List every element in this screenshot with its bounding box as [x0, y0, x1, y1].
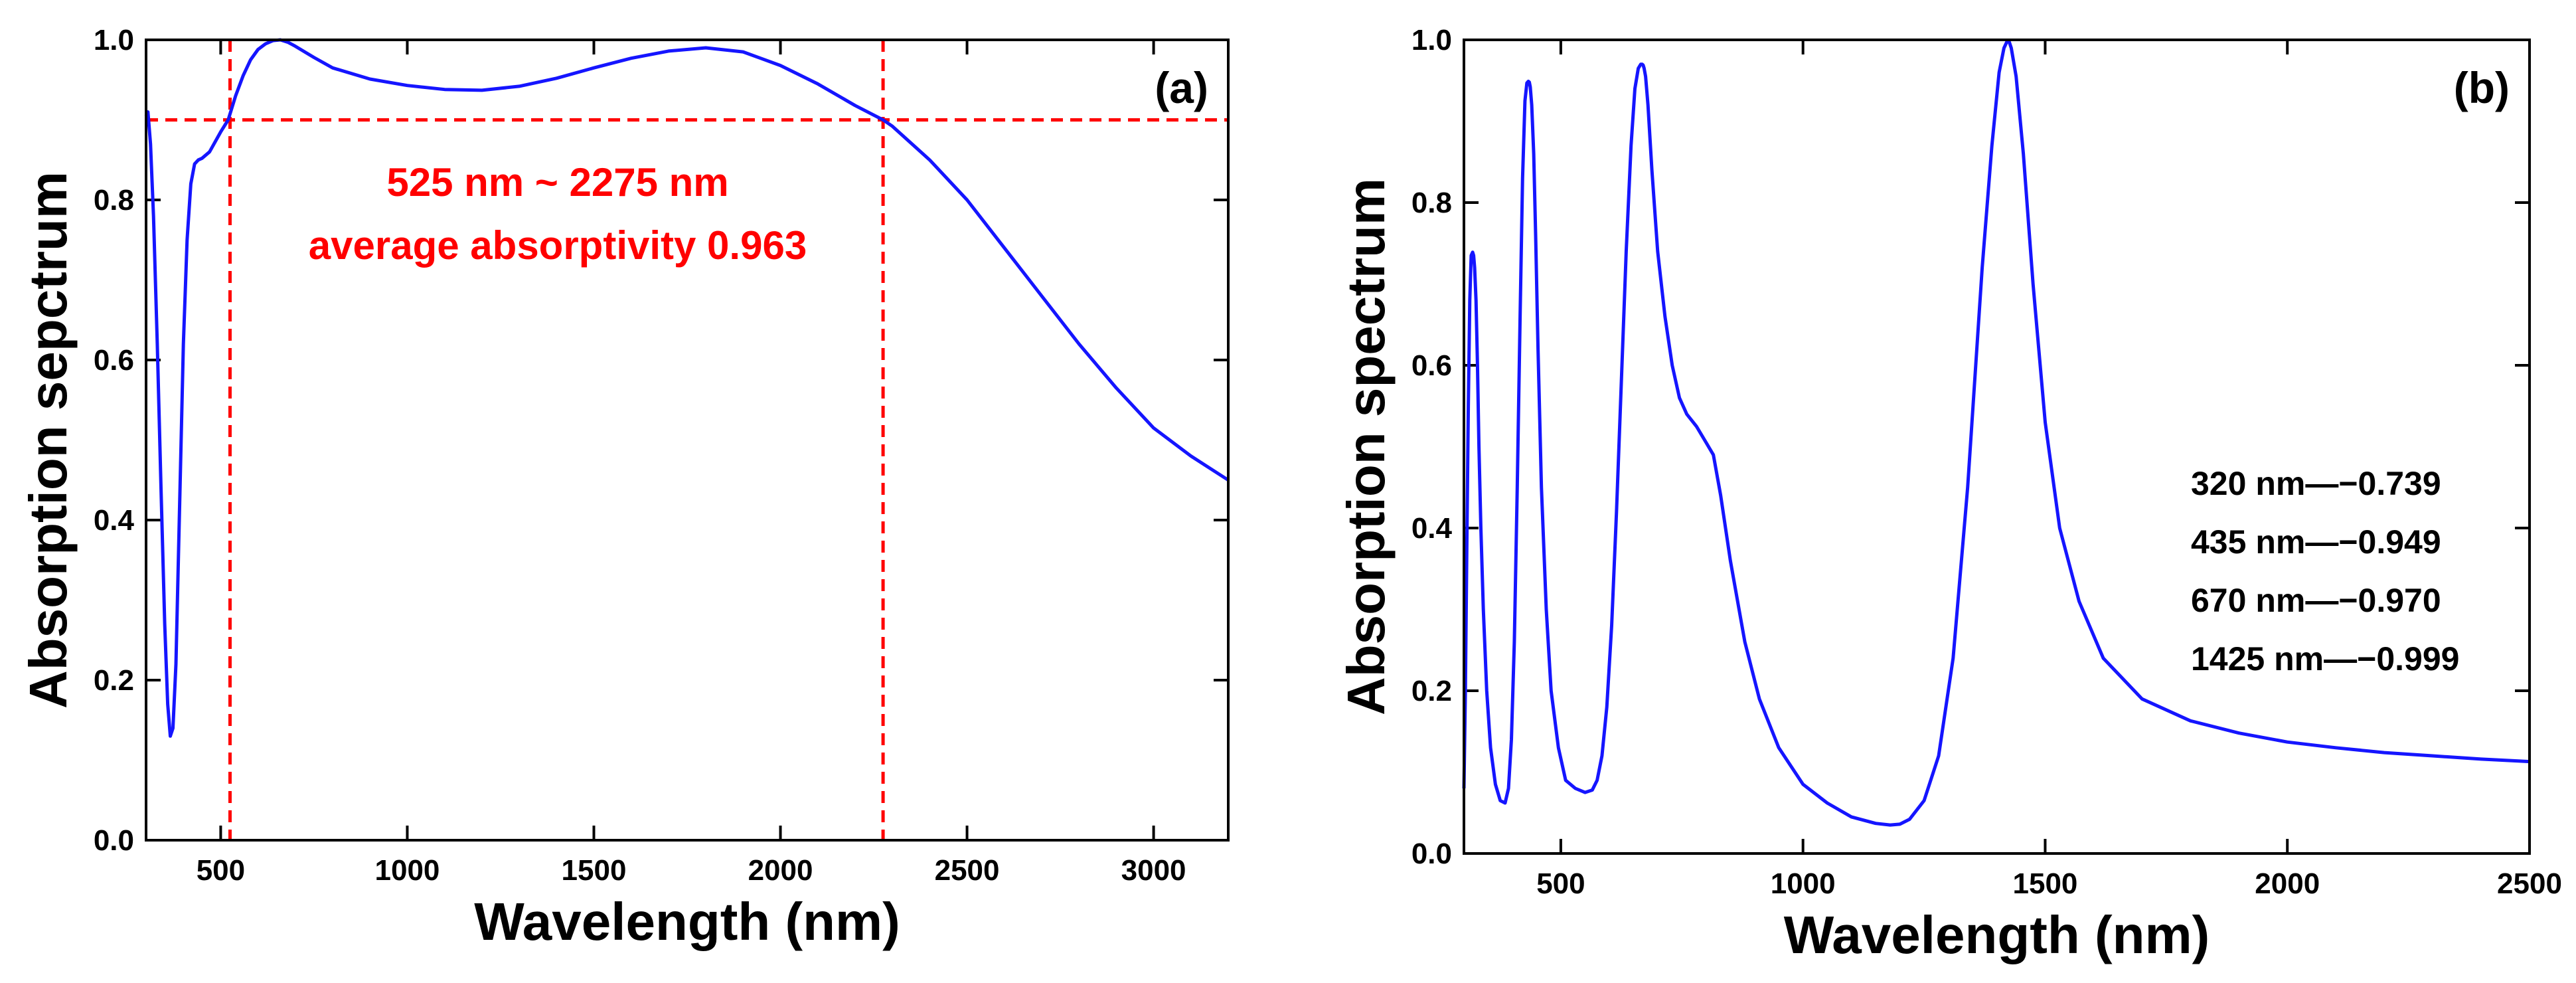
y-tick-label-a: 0.0 — [94, 824, 134, 857]
panel-label-b: (b) — [2454, 63, 2510, 112]
peak-annotation: 435 nm—−0.949 — [2191, 523, 2441, 561]
x-axis-title-a: Wavelength (nm) — [474, 892, 900, 951]
x-tick-label-b: 1000 — [1771, 867, 1836, 900]
range-annotation: 525 nm ~ 2275 nm — [386, 160, 728, 205]
peak-annotation: 670 nm—−0.970 — [2191, 582, 2441, 619]
average-annotation: average absorptivity 0.963 — [309, 223, 807, 268]
x-tick-label-a: 1000 — [375, 854, 440, 887]
panel-label-a: (a) — [1155, 63, 1208, 112]
x-tick-label-a: 500 — [197, 854, 245, 887]
x-tick-label-b: 2000 — [2255, 867, 2320, 900]
y-tick-label-a: 1.0 — [94, 24, 134, 56]
peak-annotation: 320 nm—−0.739 — [2191, 465, 2441, 502]
x-tick-label-a: 1500 — [562, 854, 627, 887]
plot-frame-a — [145, 39, 1230, 842]
y-tick-label-b: 0.8 — [1411, 187, 1452, 219]
y-axis-title-b: Absorption spectrum — [1336, 178, 1396, 715]
x-tick-label-a: 2000 — [748, 854, 813, 887]
y-tick-label-b: 0.4 — [1411, 512, 1453, 545]
y-tick-label-a: 0.8 — [94, 184, 134, 217]
panel-b: 0.0 0.2 0.4 0.6 0.8 1.0 500 1000 1500 2000 2500 Wav… — [1336, 24, 2562, 964]
series-line-a — [144, 38, 1230, 738]
x-axis-title-b: Wavelength (nm) — [1784, 905, 2210, 964]
y-tick-label-b: 0.2 — [1411, 675, 1452, 707]
y-axis-title-a: Absorption sepctrum — [19, 171, 78, 709]
y-tick-label-a: 0.4 — [94, 504, 135, 537]
x-tick-label-b: 1500 — [2013, 867, 2078, 900]
plot-frame-b — [1463, 39, 2531, 855]
y-tick-label-a: 0.6 — [94, 344, 134, 377]
y-tick-label-a: 0.2 — [94, 664, 134, 697]
y-tick-label-b: 1.0 — [1411, 24, 1452, 56]
x-tick-label-b: 2500 — [2497, 867, 2562, 900]
x-tick-label-a: 3000 — [1121, 854, 1186, 887]
peak-annotation: 1425 nm—−0.999 — [2191, 640, 2459, 677]
x-tick-label-a: 2500 — [935, 854, 1000, 887]
y-tick-label-b: 0.0 — [1411, 838, 1452, 870]
y-tick-label-b: 0.6 — [1411, 349, 1452, 382]
panel-a: 0.0 0.2 0.4 0.6 0.8 1.0 500 1000 1500 2000 2500 300… — [19, 24, 1230, 951]
x-tick-label-b: 500 — [1536, 867, 1585, 900]
series-line-b — [1462, 39, 2530, 827]
